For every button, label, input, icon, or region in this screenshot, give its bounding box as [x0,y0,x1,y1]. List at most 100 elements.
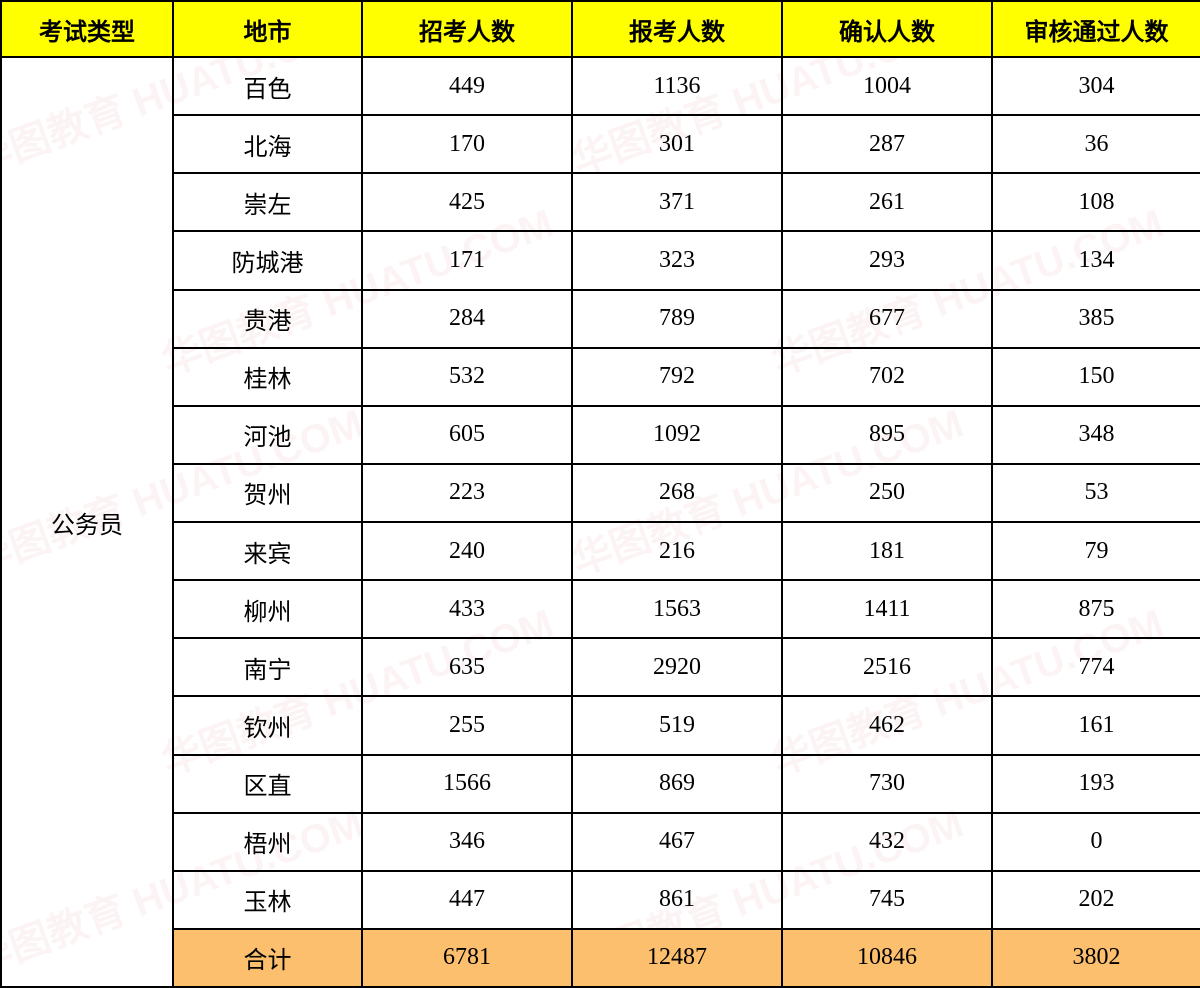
apply-cell: 1092 [572,406,782,464]
apply-cell: 216 [572,522,782,580]
confirm-cell: 745 [782,871,992,929]
confirm-cell: 677 [782,290,992,348]
table-row: 河池6051092895348 [1,406,1200,464]
city-cell: 贵港 [173,290,362,348]
table-row: 来宾24021618179 [1,522,1200,580]
table-row: 桂林532792702150 [1,348,1200,406]
confirm-cell: 293 [782,231,992,289]
table-row: 贺州22326825053 [1,464,1200,522]
confirm-cell: 895 [782,406,992,464]
city-cell: 贺州 [173,464,362,522]
table-total-row: 合计678112487108463802 [1,929,1200,987]
apply-cell: 301 [572,115,782,173]
confirm-cell: 432 [782,813,992,871]
apply-cell: 467 [572,813,782,871]
table-row: 崇左425371261108 [1,173,1200,231]
confirm-cell: 702 [782,348,992,406]
city-cell: 梧州 [173,813,362,871]
apply-cell: 268 [572,464,782,522]
city-cell: 玉林 [173,871,362,929]
pass-cell: 0 [992,813,1200,871]
confirm-cell: 287 [782,115,992,173]
recruit-cell: 170 [362,115,572,173]
table-row: 玉林447861745202 [1,871,1200,929]
table-row: 南宁63529202516774 [1,638,1200,696]
col-header-city: 地市 [173,1,362,57]
total-confirm-cell: 10846 [782,929,992,987]
col-header-confirm: 确认人数 [782,1,992,57]
apply-cell: 1563 [572,580,782,638]
apply-cell: 1136 [572,57,782,115]
confirm-cell: 1411 [782,580,992,638]
recruit-cell: 449 [362,57,572,115]
city-cell: 桂林 [173,348,362,406]
pass-cell: 53 [992,464,1200,522]
pass-cell: 36 [992,115,1200,173]
confirm-cell: 2516 [782,638,992,696]
confirm-cell: 261 [782,173,992,231]
pass-cell: 875 [992,580,1200,638]
apply-cell: 323 [572,231,782,289]
recruit-cell: 255 [362,696,572,754]
confirm-cell: 730 [782,755,992,813]
table-row: 梧州3464674320 [1,813,1200,871]
apply-cell: 792 [572,348,782,406]
table-row: 钦州255519462161 [1,696,1200,754]
apply-cell: 371 [572,173,782,231]
table-header-row: 考试类型 地市 招考人数 报考人数 确认人数 审核通过人数 [1,1,1200,57]
pass-cell: 161 [992,696,1200,754]
pass-cell: 108 [992,173,1200,231]
recruit-cell: 532 [362,348,572,406]
total-recruit-cell: 6781 [362,929,572,987]
city-cell: 北海 [173,115,362,173]
exam-type-cell: 公务员 [1,57,173,987]
exam-stats-table: 考试类型 地市 招考人数 报考人数 确认人数 审核通过人数 公务员百色44911… [0,0,1200,988]
col-header-exam-type: 考试类型 [1,1,173,57]
table-row: 柳州43315631411875 [1,580,1200,638]
pass-cell: 304 [992,57,1200,115]
city-cell: 河池 [173,406,362,464]
city-cell: 柳州 [173,580,362,638]
pass-cell: 134 [992,231,1200,289]
recruit-cell: 223 [362,464,572,522]
pass-cell: 150 [992,348,1200,406]
table-row: 北海17030128736 [1,115,1200,173]
apply-cell: 789 [572,290,782,348]
table-row: 公务员百色44911361004304 [1,57,1200,115]
pass-cell: 774 [992,638,1200,696]
total-apply-cell: 12487 [572,929,782,987]
pass-cell: 202 [992,871,1200,929]
apply-cell: 519 [572,696,782,754]
recruit-cell: 433 [362,580,572,638]
col-header-apply: 报考人数 [572,1,782,57]
table-body: 公务员百色44911361004304北海17030128736崇左425371… [1,57,1200,987]
table-row: 贵港284789677385 [1,290,1200,348]
city-cell: 来宾 [173,522,362,580]
recruit-cell: 635 [362,638,572,696]
city-cell: 百色 [173,57,362,115]
recruit-cell: 1566 [362,755,572,813]
city-cell: 区直 [173,755,362,813]
total-pass-cell: 3802 [992,929,1200,987]
city-cell: 崇左 [173,173,362,231]
pass-cell: 348 [992,406,1200,464]
recruit-cell: 605 [362,406,572,464]
col-header-pass: 审核通过人数 [992,1,1200,57]
pass-cell: 193 [992,755,1200,813]
confirm-cell: 250 [782,464,992,522]
city-cell: 防城港 [173,231,362,289]
pass-cell: 79 [992,522,1200,580]
col-header-recruit: 招考人数 [362,1,572,57]
total-label-cell: 合计 [173,929,362,987]
recruit-cell: 447 [362,871,572,929]
apply-cell: 2920 [572,638,782,696]
recruit-cell: 284 [362,290,572,348]
city-cell: 钦州 [173,696,362,754]
city-cell: 南宁 [173,638,362,696]
apply-cell: 861 [572,871,782,929]
table-row: 区直1566869730193 [1,755,1200,813]
recruit-cell: 346 [362,813,572,871]
confirm-cell: 181 [782,522,992,580]
recruit-cell: 425 [362,173,572,231]
confirm-cell: 462 [782,696,992,754]
